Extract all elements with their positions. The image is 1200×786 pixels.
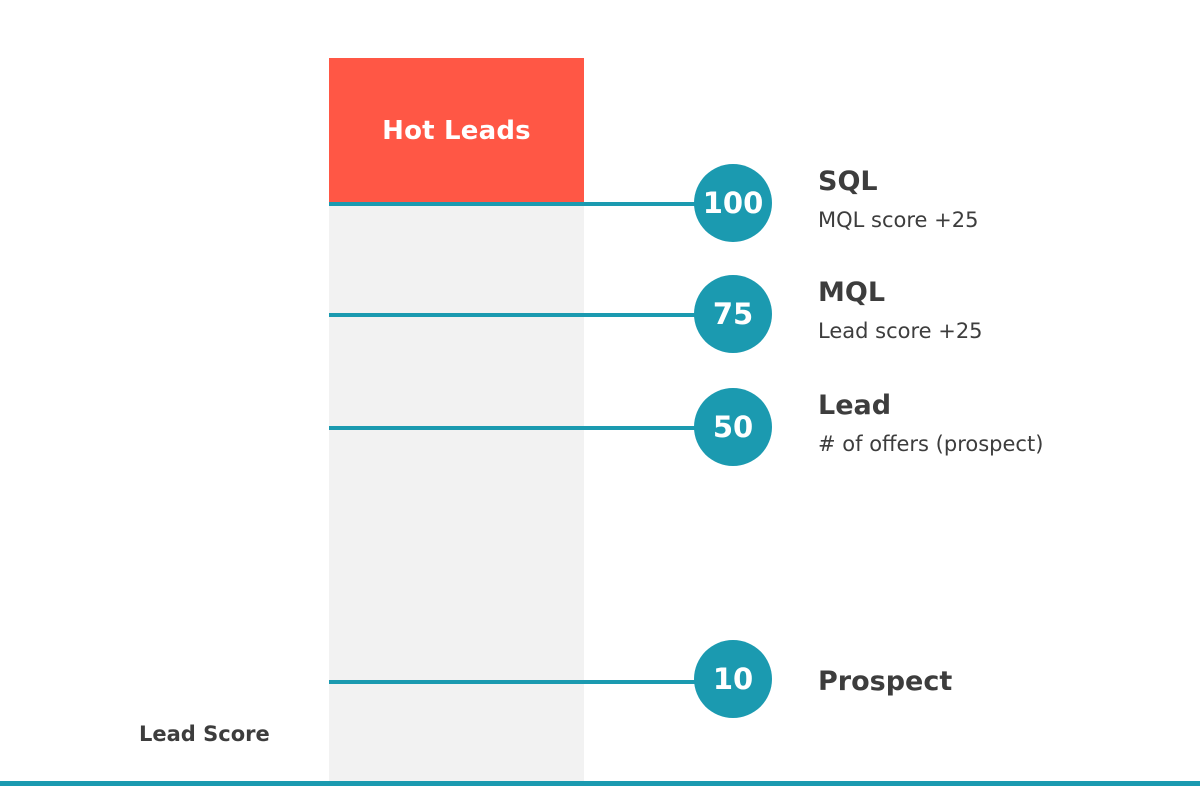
hot-leads-block: Hot Leads <box>329 58 584 203</box>
level-subtitle-lead: # of offers (prospect) <box>818 432 1044 456</box>
baseline <box>0 781 1200 786</box>
score-badge-mql: 75 <box>694 275 772 353</box>
level-title-prospect: Prospect <box>818 666 953 697</box>
level-line-sql <box>329 202 734 206</box>
level-subtitle-mql: Lead score +25 <box>818 319 983 343</box>
level-subtitle-sql: MQL score +25 <box>818 208 979 232</box>
level-line-prospect <box>329 680 734 684</box>
level-line-mql <box>329 313 734 317</box>
score-badge-sql: 100 <box>694 164 772 242</box>
score-badge-lead: 50 <box>694 388 772 466</box>
level-title-lead: Lead <box>818 390 892 421</box>
level-title-sql: SQL <box>818 166 878 197</box>
score-badge-prospect: 10 <box>694 640 772 718</box>
level-title-mql: MQL <box>818 277 886 308</box>
level-line-lead <box>329 426 734 430</box>
lead-score-axis-label: Lead Score <box>139 722 270 746</box>
hot-leads-label: Hot Leads <box>382 115 531 146</box>
